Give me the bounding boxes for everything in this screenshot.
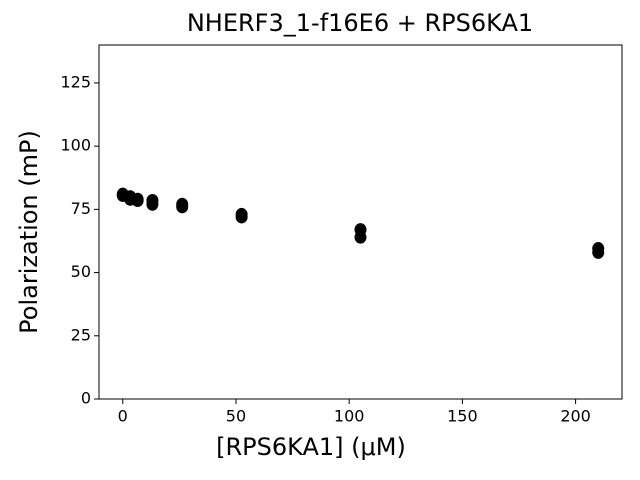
- x-tick-label: 150: [447, 407, 478, 426]
- y-tick-label: 100: [60, 136, 91, 155]
- y-axis-label: Polarization (mP): [15, 130, 43, 334]
- x-tick-label: 0: [118, 407, 128, 426]
- y-tick-label: 0: [81, 389, 91, 408]
- x-tick-label: 100: [334, 407, 365, 426]
- y-tick-label: 50: [71, 262, 91, 281]
- chart-title: NHERF3_1-f16E6 + RPS6KA1: [187, 9, 533, 37]
- y-tick-label: 25: [71, 325, 91, 344]
- y-tick-label: 75: [71, 199, 91, 218]
- x-tick-label: 200: [560, 407, 591, 426]
- data-point: [146, 197, 159, 211]
- x-tick-label: 50: [226, 407, 246, 426]
- data-point: [592, 245, 605, 259]
- data-point: [176, 200, 189, 214]
- data-point: [235, 210, 248, 224]
- y-tick-label: 125: [60, 72, 91, 91]
- data-point: [131, 194, 144, 208]
- plot-frame: [98, 44, 623, 400]
- x-axis-label: [RPS6KA1] (μM): [216, 433, 406, 461]
- data-point: [354, 230, 367, 244]
